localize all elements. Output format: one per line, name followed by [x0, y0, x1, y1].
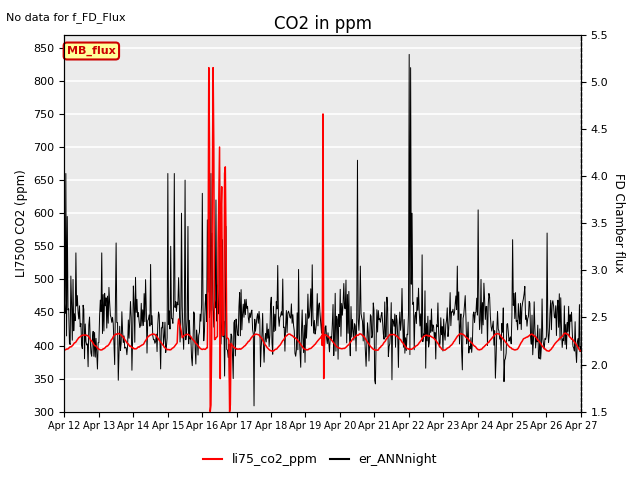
- Text: No data for f_FD_Flux: No data for f_FD_Flux: [6, 12, 126, 23]
- Legend: li75_co2_ppm, er_ANNnight: li75_co2_ppm, er_ANNnight: [198, 448, 442, 471]
- Y-axis label: LI7500 CO2 (ppm): LI7500 CO2 (ppm): [15, 169, 28, 277]
- Title: CO2 in ppm: CO2 in ppm: [274, 15, 372, 33]
- Text: MB_flux: MB_flux: [67, 46, 116, 56]
- Y-axis label: FD Chamber flux: FD Chamber flux: [612, 173, 625, 273]
